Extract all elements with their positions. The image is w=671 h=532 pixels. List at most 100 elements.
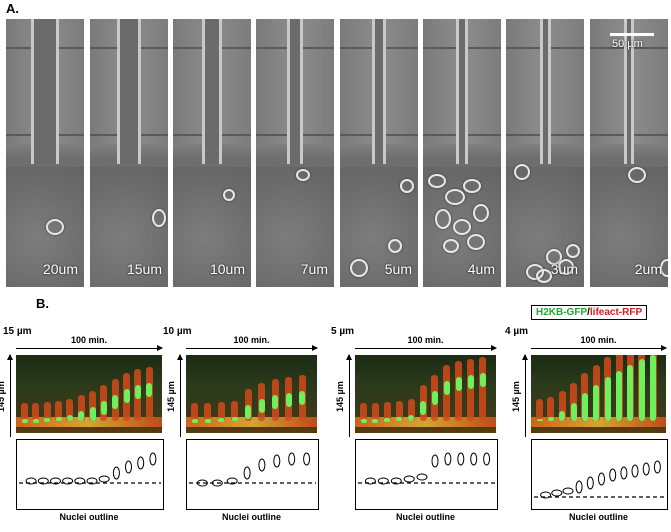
channel-width-label: 15 µm xyxy=(3,326,32,337)
micrograph-frame: 10um xyxy=(173,19,251,287)
height-axis-arrow xyxy=(177,354,183,437)
nucleus-outline xyxy=(149,452,157,466)
kymograph-image xyxy=(186,355,317,433)
actin-signal xyxy=(55,401,62,421)
frame-width-label: 7um xyxy=(300,261,328,277)
actin-signal xyxy=(191,403,198,421)
nucleus-outline xyxy=(211,479,223,487)
nucleus-outline xyxy=(483,452,491,466)
actin-signal xyxy=(231,401,239,421)
nucleus-outline xyxy=(642,462,650,476)
actin-signal xyxy=(558,391,566,421)
nucleus-signal xyxy=(100,401,107,415)
nucleus-signal xyxy=(408,415,415,421)
outline-caption: Nuclei outline xyxy=(395,512,455,522)
nucleus-signal xyxy=(372,419,379,423)
actin-signal xyxy=(66,399,74,421)
micrograph-frame: 20um xyxy=(6,19,84,287)
nucleus-outline xyxy=(403,475,415,483)
nucleus-outline xyxy=(562,487,574,495)
frame-width-label: 15um xyxy=(126,261,162,277)
nucleus-signal xyxy=(559,411,566,421)
nucleus-outline xyxy=(631,464,639,478)
cell xyxy=(46,219,64,235)
nucleus-signal xyxy=(66,415,73,421)
kymograph-image xyxy=(531,355,666,433)
kymograph-image xyxy=(355,355,496,433)
nucleus-outline xyxy=(258,458,266,472)
micrograph-frame: 5um xyxy=(340,19,418,287)
frame-width-label: 4um xyxy=(467,261,495,277)
nucleus-outline xyxy=(243,466,251,480)
cell xyxy=(473,204,489,222)
nucleus-outline xyxy=(390,477,402,485)
nuclei-outline-plot xyxy=(531,439,668,510)
nucleus-signal xyxy=(627,365,634,421)
time-axis-label: 100 min. xyxy=(580,335,617,345)
cell xyxy=(546,249,562,265)
panel-a-label: A. xyxy=(6,1,19,16)
cell xyxy=(566,244,580,258)
cell xyxy=(388,239,402,253)
nucleus-outline xyxy=(98,475,110,483)
channel-legend: H2KB-GFP/lifeact-RFP xyxy=(531,305,648,320)
nucleus-outline xyxy=(74,477,86,485)
channel-width-label: 10 µm xyxy=(163,326,192,337)
nucleus-outline xyxy=(416,473,428,481)
time-axis-arrow xyxy=(355,345,497,351)
nucleus-signal xyxy=(616,371,623,421)
height-axis-arrow xyxy=(522,354,528,437)
cell xyxy=(152,209,166,227)
time-axis-arrow xyxy=(186,345,318,351)
nucleus-outline xyxy=(112,466,120,480)
actin-signal xyxy=(479,357,487,421)
nucleus-signal xyxy=(638,359,645,421)
nucleus-signal xyxy=(272,395,279,409)
nucleus-outline xyxy=(196,479,208,487)
nucleus-signal xyxy=(146,383,153,397)
height-axis-arrow xyxy=(7,354,13,437)
nucleus-signal xyxy=(204,419,211,423)
nucleus-signal xyxy=(360,419,367,423)
actin-signal xyxy=(371,403,379,421)
nucleus-signal xyxy=(396,417,403,421)
cell xyxy=(453,219,471,235)
nucleus-outline xyxy=(609,468,617,482)
nucleus-signal xyxy=(245,405,252,419)
nucleus-outline xyxy=(25,477,37,485)
nucleus-signal xyxy=(547,417,554,421)
nucleus-outline xyxy=(586,476,594,490)
cell xyxy=(296,169,310,181)
frame-width-label: 2um xyxy=(634,261,662,277)
actin-signal xyxy=(547,397,555,421)
cell xyxy=(445,189,465,205)
actin-signal xyxy=(89,391,96,421)
nucleus-outline xyxy=(37,477,49,485)
micrograph-frame: 2um 50 µm xyxy=(590,19,668,287)
frame-width-label: 10um xyxy=(209,261,245,277)
actin-signal xyxy=(21,403,28,421)
legend-green: H2KB-GFP xyxy=(536,307,588,318)
nucleus-signal xyxy=(536,419,543,421)
actin-signal xyxy=(32,403,40,421)
frame-width-label: 3um xyxy=(550,261,578,277)
cell xyxy=(660,259,668,277)
actin-signal xyxy=(383,402,391,421)
actin-signal xyxy=(395,401,403,421)
nucleus-signal xyxy=(112,395,119,409)
cell xyxy=(428,174,446,188)
nucleus-outline xyxy=(137,456,145,470)
nucleus-signal xyxy=(479,373,486,387)
cell xyxy=(435,209,451,229)
cell xyxy=(536,269,552,283)
actin-signal xyxy=(204,403,212,421)
time-axis-label: 100 min. xyxy=(70,335,108,345)
nucleus-signal xyxy=(134,385,141,399)
nucleus-outline xyxy=(364,477,376,485)
nucleus-signal xyxy=(593,385,600,421)
nucleus-outline xyxy=(273,454,281,468)
nucleus-signal xyxy=(420,401,427,415)
nucleus-outline xyxy=(575,480,583,494)
nucleus-signal xyxy=(467,375,474,389)
scale-bar-label: 50 µm xyxy=(612,38,643,50)
